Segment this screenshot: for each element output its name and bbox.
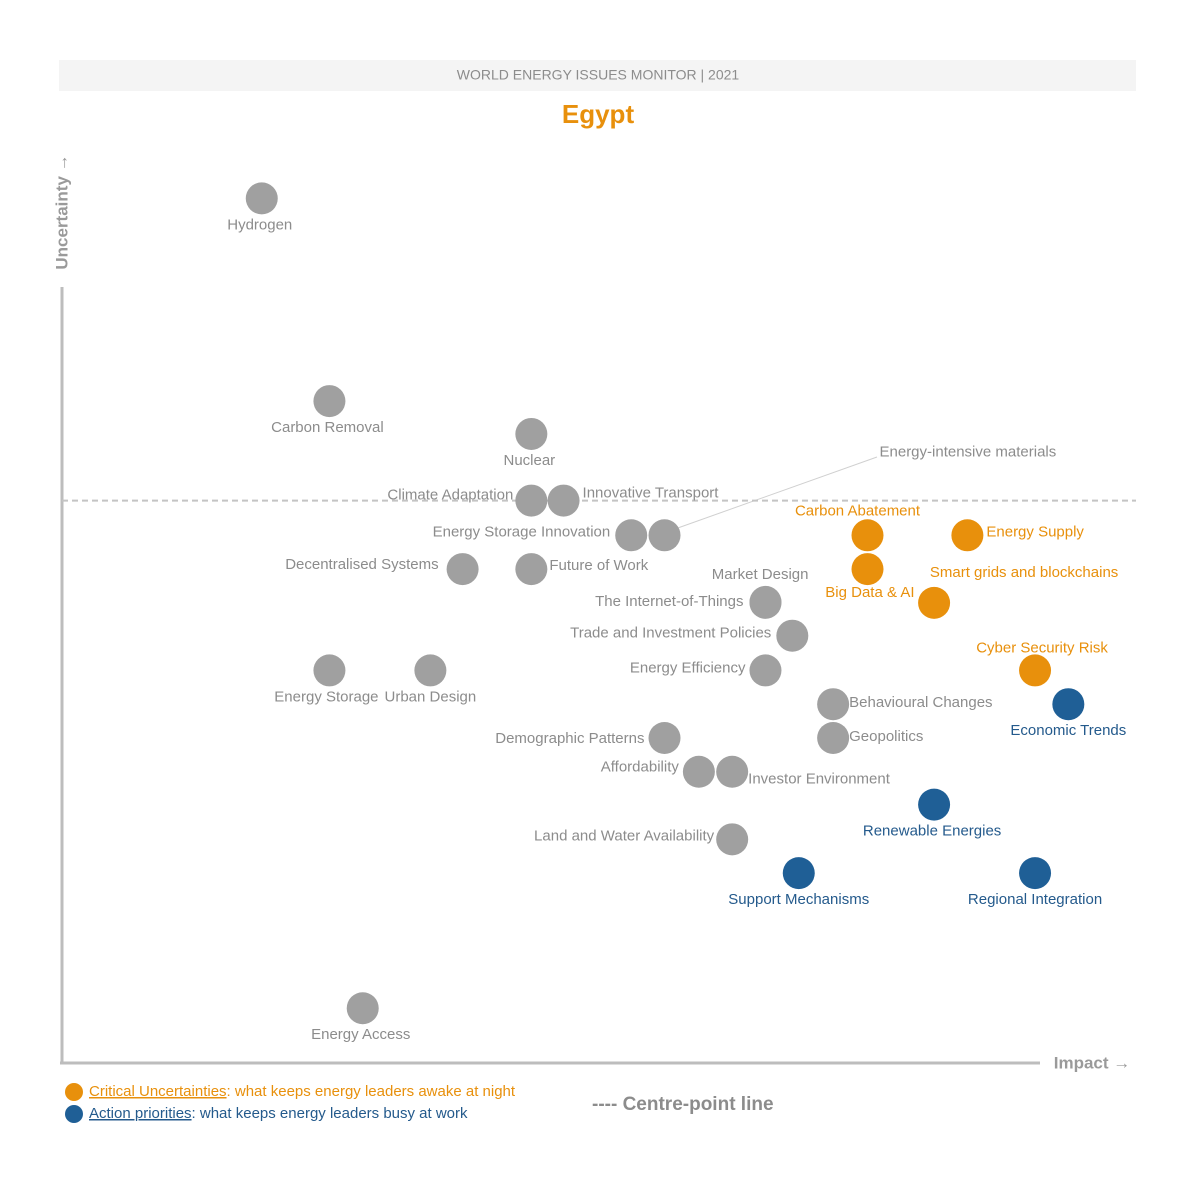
- issue-label: Economic Trends: [1010, 722, 1126, 739]
- issue-bubble: [716, 755, 749, 788]
- issue-label: The Internet-of-Things: [595, 593, 743, 610]
- issue-label: Urban Design: [385, 688, 477, 705]
- issue-label: Renewable Energies: [863, 823, 1001, 840]
- issue-label: Big Data & AI: [825, 584, 914, 601]
- issue-label: Investor Environment: [748, 771, 891, 788]
- leader-line: [674, 456, 878, 530]
- issue-bubble: [446, 553, 479, 586]
- issue-label: Energy Storage Innovation: [433, 523, 611, 540]
- issue-bubble: [817, 721, 850, 754]
- issue-label: Cyber Security Risk: [976, 639, 1108, 656]
- issue-label: Energy-intensive materials: [880, 443, 1057, 460]
- issue-bubble: [749, 586, 782, 619]
- issue-bubble: [918, 788, 951, 821]
- issue-label: Behavioural Changes: [849, 694, 992, 711]
- x-axis-label: Impact →: [1054, 1053, 1131, 1072]
- legend-marker: [65, 1105, 83, 1123]
- issue-label: Energy Supply: [986, 523, 1084, 540]
- issue-bubble: [782, 857, 815, 890]
- y-axis-label: Uncertainty →: [52, 154, 71, 269]
- legend-entry: Critical Uncertainties: what keeps energ…: [89, 1083, 516, 1100]
- issue-bubble: [648, 519, 681, 552]
- chart-title: Egypt: [562, 99, 635, 129]
- issue-bubble: [515, 417, 548, 450]
- issue-bubble: [245, 182, 278, 215]
- issue-label: Decentralised Systems: [285, 556, 438, 573]
- issue-label: Innovative Transport: [583, 485, 720, 502]
- issue-bubble: [515, 484, 548, 517]
- header-bar: [59, 60, 1136, 91]
- issue-label: Nuclear: [503, 452, 555, 469]
- issue-bubble: [515, 553, 548, 586]
- issue-bubble: [414, 654, 447, 687]
- issue-bubble: [918, 586, 951, 619]
- issue-bubble: [951, 519, 984, 552]
- issue-label: Future of Work: [549, 557, 648, 574]
- issue-label: Support Mechanisms: [728, 891, 869, 908]
- issue-label: Affordability: [601, 759, 680, 776]
- issue-bubble: [817, 688, 850, 721]
- legend-name: Action priorities: [89, 1105, 192, 1122]
- issue-bubble: [1019, 654, 1052, 687]
- issue-bubble: [313, 654, 346, 687]
- centre-line-label: ---- Centre-point line: [592, 1094, 774, 1115]
- legend-description: : what keeps energy leaders busy at work: [192, 1105, 468, 1122]
- issue-label: Smart grids and blockchains: [930, 564, 1118, 581]
- issue-label: Trade and Investment Policies: [570, 625, 771, 642]
- issue-label: Climate Adaptation: [387, 487, 513, 504]
- issue-label: Regional Integration: [968, 891, 1102, 908]
- issue-bubble: [1019, 857, 1052, 890]
- issue-label: Energy Storage: [274, 688, 378, 705]
- issue-label: Land and Water Availability: [534, 827, 715, 844]
- issue-label: Carbon Removal: [271, 419, 384, 436]
- issue-bubble: [851, 553, 884, 586]
- issue-label: Energy Efficiency: [630, 659, 746, 676]
- issue-bubble: [1052, 688, 1085, 721]
- issue-label: Demographic Patterns: [495, 730, 644, 747]
- issue-label: Geopolitics: [849, 728, 923, 745]
- issue-bubble: [749, 654, 782, 687]
- legend-description: : what keeps energy leaders awake at nig…: [227, 1083, 516, 1100]
- issue-bubble: [682, 755, 715, 788]
- issue-label: Market Design: [712, 566, 809, 583]
- issue-label: Carbon Abatement: [795, 502, 921, 519]
- legend-marker: [65, 1083, 83, 1101]
- issue-bubble: [313, 385, 346, 418]
- issue-bubble: [776, 619, 809, 652]
- issue-bubble: [547, 484, 580, 517]
- legend-name: Critical Uncertainties: [89, 1083, 227, 1100]
- issue-bubble: [615, 519, 648, 552]
- issue-bubble: [346, 992, 379, 1025]
- header: WORLD ENERGY ISSUES MONITOR | 2021: [457, 67, 740, 83]
- legend-entry: Action priorities: what keeps energy lea…: [89, 1105, 468, 1122]
- issue-label: Hydrogen: [227, 216, 292, 233]
- issue-bubble: [851, 519, 884, 552]
- issue-bubble: [648, 721, 681, 754]
- issue-label: Energy Access: [311, 1026, 410, 1043]
- issue-bubble: [716, 823, 749, 856]
